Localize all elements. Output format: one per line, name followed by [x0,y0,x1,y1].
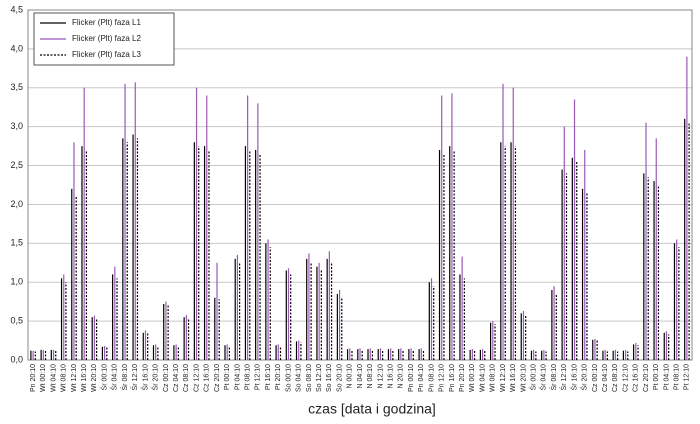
legend-label: Flicker (Plt) faza L3 [72,50,141,59]
legend-label: Flicker (Plt) faza L2 [72,34,141,43]
y-tick-label: 4,5 [10,4,23,14]
x-tick-label: So 20:10 [336,364,343,392]
x-tick-label: Śr 04:10 [110,364,119,391]
x-tick-label: Pt 16:10 [265,364,272,390]
x-tick-label: Śr 16:10 [569,364,578,391]
x-tick-label: N 00:10 [347,364,354,389]
x-tick-label: Pn 20:10 [459,364,466,392]
x-axis-title: czas [data i godzina] [308,401,436,417]
x-tick-label: Pt 00:10 [224,364,231,390]
x-tick-label: Pt 20:10 [275,364,282,390]
x-tick-label: Pn 20:10 [30,364,37,392]
x-tick-label: Wt 20:10 [91,364,98,392]
x-tick-label: So 00:10 [285,364,292,392]
x-tick-label: Wt 00:10 [40,364,47,392]
x-tick-label: So 12:10 [316,364,323,392]
x-tick-label: Wt 00:10 [469,364,476,392]
x-tick-label: Cz 12:10 [622,364,629,392]
x-tick-label: Pn 00:10 [408,364,415,392]
x-tick-label: Cz 00:10 [163,364,170,392]
x-tick-label: Śr 00:10 [99,364,108,391]
x-tick-label: Pt 08:10 [244,364,251,390]
x-tick-label: Śr 16:10 [140,364,149,391]
y-tick-label: 4,0 [10,43,23,53]
x-tick-label: N 04:10 [357,364,364,389]
x-tick-label: Wt 08:10 [490,364,497,392]
x-tick-label: Pn 08:10 [428,364,435,392]
x-tick-label: Cz 08:10 [183,364,190,392]
x-tick-label: Śr 00:10 [529,364,538,391]
y-tick-label: 0,5 [10,315,23,325]
x-tick-label: Śr 20:10 [580,364,589,391]
x-tick-label: Wt 12:10 [500,364,507,392]
x-tick-label: So 16:10 [326,364,333,392]
y-tick-label: 3,5 [10,82,23,92]
x-tick-label: Śr 04:10 [539,364,548,391]
x-tick-label: Cz 00:10 [592,364,599,392]
x-tick-label: Wt 08:10 [61,364,68,392]
y-tick-label: 3,0 [10,121,23,131]
x-tick-label: Pt 04:10 [234,364,241,390]
x-tick-label: Cz 08:10 [612,364,619,392]
x-tick-label: Wt 16:10 [510,364,517,392]
x-tick-label: Pn 12:10 [439,364,446,392]
x-tick-label: Cz 04:10 [602,364,609,392]
x-tick-label: Cz 04:10 [173,364,180,392]
x-tick-label: Pt 04:10 [663,364,670,390]
x-tick-label: N 16:10 [387,364,394,389]
x-tick-label: Śr 20:10 [151,364,160,391]
x-tick-label: Śr 12:10 [130,364,139,391]
x-tick-label: Pt 12:10 [684,364,691,390]
x-tick-label: Cz 20:10 [214,364,221,392]
y-tick-label: 2,5 [10,160,23,170]
y-tick-label: 1,5 [10,238,23,248]
x-tick-label: Cz 12:10 [193,364,200,392]
legend-label: Flicker (Plt) faza L1 [72,18,141,27]
x-tick-label: Śr 08:10 [549,364,558,391]
x-tick-label: Wt 04:10 [479,364,486,392]
x-tick-label: Cz 20:10 [643,364,650,392]
x-tick-label: Śr 12:10 [559,364,568,391]
x-tick-label: N 12:10 [377,364,384,389]
y-tick-label: 1,0 [10,277,23,287]
x-tick-label: Wt 20:10 [520,364,527,392]
y-tick-label: 0,0 [10,354,23,364]
x-tick-label: So 04:10 [296,364,303,392]
x-tick-label: Pt 12:10 [255,364,262,390]
x-tick-label: N 20:10 [398,364,405,389]
x-tick-label: Wt 16:10 [81,364,88,392]
x-tick-label: Śr 08:10 [120,364,129,391]
x-tick-label: Wt 12:10 [71,364,78,392]
x-tick-label: Pn 16:10 [449,364,456,392]
x-tick-label: Pt 00:10 [653,364,660,390]
x-tick-label: So 08:10 [306,364,313,392]
y-tick-label: 2,0 [10,199,23,209]
x-tick-label: Cz 16:10 [633,364,640,392]
x-tick-label: Cz 16:10 [204,364,211,392]
x-tick-label: Pn 04:10 [418,364,425,392]
x-tick-label: Wt 04:10 [50,364,57,392]
x-tick-label: N 08:10 [367,364,374,389]
x-tick-label: Pt 08:10 [674,364,681,390]
